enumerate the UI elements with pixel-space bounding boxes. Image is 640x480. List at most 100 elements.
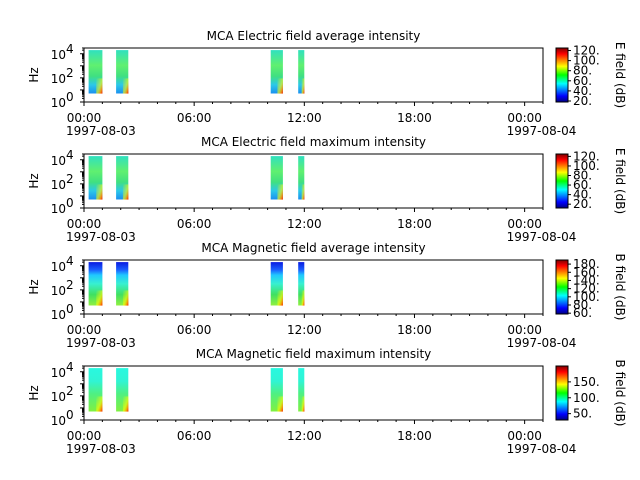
spectrogram-segment [88,368,103,412]
y-tick-base: 10 [51,390,66,404]
x-tick-label: 00:00 [507,217,542,231]
y-axis-label: Hz [27,385,41,400]
y-tick-label: 10 2 [51,66,74,86]
spectrogram-segment [298,368,305,412]
x-date-label: 1997-08-04 [507,230,577,244]
y-tick-label: 10 4 [51,42,74,62]
colorbar: 50. 100. 150. B field (dB) [555,360,627,427]
segment-hot-region [277,78,283,94]
y-tick-exponent: 4 [66,254,74,268]
y-tick-exponent: 2 [66,384,74,398]
y-axis-label: Hz [27,279,41,294]
y-tick-exponent: 0 [66,302,74,316]
colorbar-tick-label: 100. [573,290,600,304]
colorbar-tick-label: 80. [573,169,592,183]
y-tick-base: 10 [51,178,66,192]
segment-hot-region [301,78,305,94]
colorbar-gradient [555,47,569,103]
colorbar-label: B field (dB) [613,360,627,427]
segment-hot-region [277,290,283,306]
segment-hot-region [122,184,129,200]
spectrogram-segment [270,156,283,200]
x-date-label: 1997-08-03 [66,442,136,456]
y-tick-exponent: 0 [66,90,74,104]
y-tick-base: 10 [51,72,66,86]
x-tick-label: 12:00 [287,323,322,337]
spectrogram-segment [298,50,305,94]
x-date-label: 1997-08-03 [66,230,136,244]
colorbar-label: E field (dB) [613,148,627,214]
panel-title: MCA Electric field maximum intensity [201,135,426,149]
segment-hot-region [122,290,129,306]
colorbar-tick-label: 60. [573,306,592,320]
x-tick-label: 12:00 [287,217,322,231]
y-tick-base: 10 [51,260,66,274]
x-tick-label: 00:00 [67,429,102,443]
colorbar-tick-label: 60. [573,178,592,192]
colorbar-tick-label: 100. [573,54,600,68]
segment-hot-region [277,184,283,200]
colorbar-tick-label: 20. [573,94,592,108]
spectrogram-segment [116,368,129,412]
colorbar-tick-label: 40. [573,188,592,202]
segment-fill [298,156,305,200]
y-axis-label: Hz [27,173,41,188]
segment-hot-region [301,396,305,412]
x-date-label: 1997-08-04 [507,336,577,350]
plot-frame [83,153,544,209]
colorbar-tick-label: 120. [573,282,600,296]
y-tick-exponent: 4 [66,42,74,56]
x-tick-label: 00:00 [507,429,542,443]
panel-title: MCA Magnetic field average intensity [201,241,425,255]
colorbar-tick-label: 20. [573,197,592,211]
segment-fill [298,50,305,94]
y-tick-exponent: 2 [66,66,74,80]
x-date-label: 1997-08-04 [507,442,577,456]
y-tick-base: 10 [51,284,66,298]
y-tick-exponent: 2 [66,172,74,186]
y-tick-base: 10 [51,308,66,322]
spectrogram-segment [88,262,103,306]
panel-title: MCA Magnetic field maximum intensity [196,347,432,361]
colorbar-tick-label: 60. [573,74,592,88]
colorbar-label: B field (dB) [613,254,627,321]
y-tick-exponent: 4 [66,148,74,162]
x-tick-label: 06:00 [177,111,212,125]
panel-title: MCA Electric field average intensity [207,29,421,43]
spectrogram-segment [298,262,305,306]
plot-frame [83,365,544,421]
x-tick-label: 12:00 [287,429,322,443]
y-axis-label: Hz [27,67,41,82]
colorbar-tick-label: 100. [573,159,600,173]
x-date-label: 1997-08-04 [507,124,577,138]
segment-hot-region [122,78,129,94]
colorbar-tick-label: 120. [573,149,600,163]
y-tick-exponent: 2 [66,278,74,292]
x-tick-label: 18:00 [397,217,432,231]
segment-fill [298,368,305,412]
spectrogram-segment [88,156,103,200]
segment-hot-region [301,290,305,306]
colorbar-tick-label: 80. [573,298,592,312]
x-tick-label: 18:00 [397,111,432,125]
segment-hot-region [96,290,103,306]
x-tick-label: 06:00 [177,429,212,443]
y-tick-base: 10 [51,48,66,62]
y-tick-label: 10 4 [51,254,74,274]
y-tick-label: 10 0 [51,196,74,216]
panel-2: MCA Electric field maximum intensity 10 0 1… [27,135,627,244]
y-tick-base: 10 [51,366,66,380]
y-tick-base: 10 [51,154,66,168]
y-tick-base: 10 [51,96,66,110]
x-date-label: 1997-08-03 [66,124,136,138]
spectrogram-segment [116,156,129,200]
